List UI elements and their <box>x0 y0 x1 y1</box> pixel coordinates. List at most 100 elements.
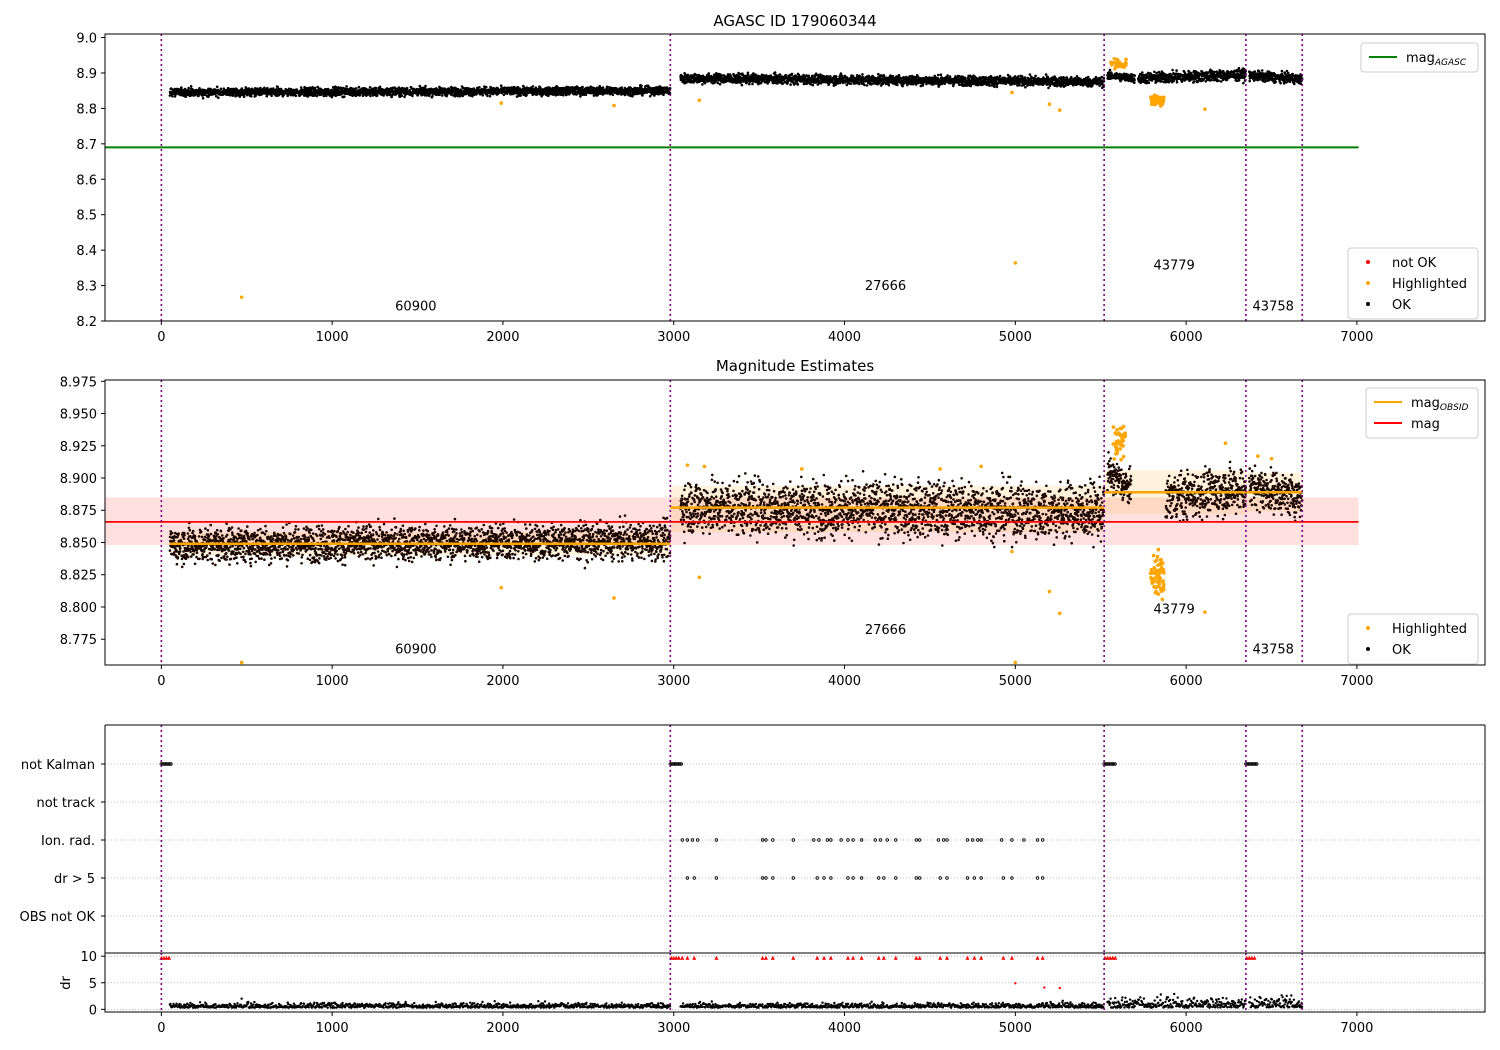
agasc-ok-point <box>270 94 273 97</box>
agasc-ok-point <box>250 95 253 98</box>
agasc-ok-point <box>611 93 615 97</box>
agasc-ok-point <box>701 83 704 86</box>
agasc-ok-point <box>345 85 348 88</box>
agasc-ok-point <box>908 75 912 78</box>
agasc-ok-point <box>187 86 190 90</box>
agasc-ok-point <box>939 73 943 76</box>
agasc-ok-point <box>531 85 535 88</box>
agasc-ok-point <box>411 94 414 98</box>
agasc-ok-point <box>631 95 634 98</box>
agasc-ok-point <box>640 84 643 88</box>
agasc-ok-point <box>623 93 627 97</box>
agasc-ok-point <box>1017 75 1020 78</box>
agasc-ok-point <box>789 83 792 86</box>
agasc-ok-point <box>343 95 346 98</box>
agasc-ok-point <box>865 84 869 87</box>
agasc-ok-point <box>995 85 999 89</box>
agasc-ok-point <box>198 87 201 90</box>
agasc-ok-point <box>217 96 220 99</box>
agasc-ok-point <box>204 93 207 96</box>
agasc-ok-point <box>773 71 777 74</box>
agasc-ok-point <box>1065 76 1069 79</box>
agasc-ok-point <box>535 93 539 96</box>
agasc-ok-point <box>1024 85 1027 89</box>
agasc-ok-point <box>1018 83 1021 87</box>
agasc-ok-point <box>937 73 940 77</box>
agasc-dip-highlighted-point <box>1161 95 1166 100</box>
agasc-ok-point <box>1023 76 1027 79</box>
agasc-ok-point <box>369 94 372 98</box>
agasc-dip-highlighted-point <box>1153 101 1157 106</box>
agasc-ok-point <box>481 94 485 97</box>
agasc-ok-point <box>988 84 991 87</box>
agasc-ok-point <box>486 94 489 98</box>
agasc-ok-point <box>242 95 246 98</box>
agasc-ok-point <box>1021 75 1024 78</box>
agasc-highlighted-point <box>1115 57 1120 62</box>
agasc-ok-point <box>222 87 226 90</box>
agasc-ok-point <box>740 83 744 87</box>
agasc-ok-point <box>584 93 588 97</box>
agasc-ok-point <box>424 84 427 88</box>
agasc-ok-point <box>1070 75 1073 79</box>
agasc-ok-point <box>751 82 754 86</box>
agasc-ok-point <box>440 94 444 97</box>
agasc-ok-point <box>214 95 218 98</box>
agasc-ok-point <box>579 95 582 98</box>
agasc-ok-point <box>238 95 242 98</box>
agasc-dip-highlighted-point <box>1151 96 1155 101</box>
agasc-ok-point <box>319 93 323 97</box>
agasc-ok-point <box>499 84 503 87</box>
agasc-ok-point <box>605 85 609 89</box>
agasc-ok-point <box>861 73 864 76</box>
agasc-ok-point <box>811 83 815 87</box>
agasc-ok-point <box>796 83 800 86</box>
agasc-ok-point <box>778 73 782 76</box>
agasc-ok-point <box>357 85 361 89</box>
agasc-ok-point <box>1086 75 1090 79</box>
agasc-ok-point <box>1062 76 1065 80</box>
agasc-ok-point <box>946 74 949 77</box>
agasc-ok-point <box>299 86 303 89</box>
agasc-ok-point <box>519 94 522 97</box>
agasc-dip-highlighted-point <box>1158 104 1163 108</box>
agasc-ok-point <box>1108 68 1112 72</box>
agasc-ok-point <box>1034 74 1037 78</box>
agasc-ok-point <box>887 83 891 87</box>
agasc-ok-point <box>502 93 506 97</box>
agasc-ok-point <box>958 83 961 86</box>
agasc-ok-point <box>1081 84 1085 87</box>
agasc-ok-point <box>215 85 219 89</box>
agasc-ok-point <box>863 83 866 87</box>
agasc-ok-point <box>247 87 251 90</box>
agasc-ok-point <box>662 93 665 97</box>
agasc-ok-point <box>539 86 542 89</box>
agasc-ok-point <box>1102 76 1106 80</box>
agasc-ok-point <box>849 82 853 85</box>
agasc-ok-point <box>1047 86 1050 90</box>
agasc-ok-point <box>478 86 481 89</box>
agasc-ok-point <box>259 86 262 90</box>
agasc-ok-point <box>241 88 244 92</box>
agasc-ok-point <box>378 85 382 89</box>
agasc-ok-point <box>376 94 379 97</box>
agasc-ok-point <box>790 72 794 76</box>
agasc-ok-point <box>1006 73 1010 77</box>
agasc-ok-point <box>237 93 241 96</box>
agasc-ok-point <box>405 86 409 90</box>
agasc-ok-point <box>1028 73 1032 76</box>
agasc-highlighted-point <box>1109 60 1114 65</box>
agasc-ok-point <box>431 95 434 98</box>
agasc-ok-point <box>219 87 223 91</box>
agasc-ok-point <box>189 85 193 88</box>
agasc-ok-point <box>802 82 806 86</box>
agasc-ok-point <box>400 94 404 98</box>
agasc-ok-point <box>374 86 378 90</box>
agasc-ok-point <box>1044 73 1048 76</box>
agasc-ok-point <box>718 82 722 86</box>
agasc-ok-point <box>276 85 280 89</box>
agasc-ok-point <box>171 95 174 98</box>
agasc-ok-point <box>993 85 996 88</box>
